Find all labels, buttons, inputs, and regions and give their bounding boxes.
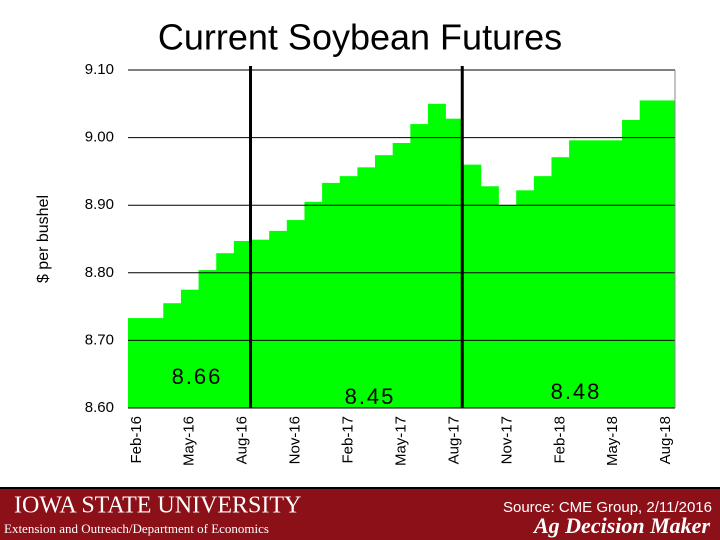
university-name: Iowa State University [14,493,301,519]
bar [322,182,341,408]
bar [233,241,252,408]
footer-band [0,488,720,540]
bar [480,186,499,408]
y-tick-label: 8.80 [85,264,114,281]
department: Extension and Outreach/Department of Eco… [4,521,269,536]
bar [657,100,676,409]
bar [604,140,623,408]
bar [357,167,376,408]
bar [145,318,164,408]
brand: Ag Decision Maker [532,513,710,538]
bar [375,155,393,408]
x-tick-label: Feb-17 [340,416,357,464]
bar [251,239,270,408]
y-tick-label: 9.10 [85,61,114,78]
y-tick-label: 9.00 [85,129,114,146]
annotation: 8.48 [551,379,602,404]
bar [198,270,217,408]
bar [163,303,182,408]
bar [269,230,288,408]
x-tick-label: Aug-18 [657,416,674,464]
plot-area: 8.60 8.70 8.80 8.90 9.00 9.10 Feb-16 May-16 Aug-… [85,61,676,466]
bar [533,176,552,408]
source-note: Source: CME Group, 2/11/2016 [503,499,712,516]
x-tick-label: Aug-17 [445,416,462,464]
bar [180,289,199,408]
bar [427,103,446,409]
bar [304,201,323,408]
y-tick-label: 8.90 [85,196,114,213]
y-axis-label: $ per bushel [35,195,52,283]
bar [463,164,482,408]
x-tick-label: Feb-16 [128,416,145,464]
x-tick-label: Nov-16 [287,416,304,464]
x-tick-label: Nov-17 [498,416,515,464]
bar [639,100,658,409]
annotation: 8.66 [172,364,223,389]
annotation: 8.45 [345,384,396,409]
x-tick-label: Aug-16 [234,416,251,464]
x-tick-label: Feb-18 [551,416,568,464]
bar [410,124,429,408]
x-tick-label: May-16 [181,416,198,466]
bar [445,118,464,408]
y-tick-label: 8.70 [85,331,114,348]
bar [216,253,235,408]
bar [392,143,411,408]
bar [516,190,535,408]
bar [551,157,570,408]
x-tick-label: May-18 [604,416,621,466]
bar [569,140,588,408]
bar [339,176,358,408]
bar [498,205,517,408]
chart-title: Current Soybean Futures [158,17,562,58]
x-tick-label: May-17 [392,416,409,466]
bar [622,120,641,409]
bar [586,140,605,408]
y-tick-label: 8.60 [85,399,114,416]
bar [128,318,146,408]
bar [286,220,305,408]
